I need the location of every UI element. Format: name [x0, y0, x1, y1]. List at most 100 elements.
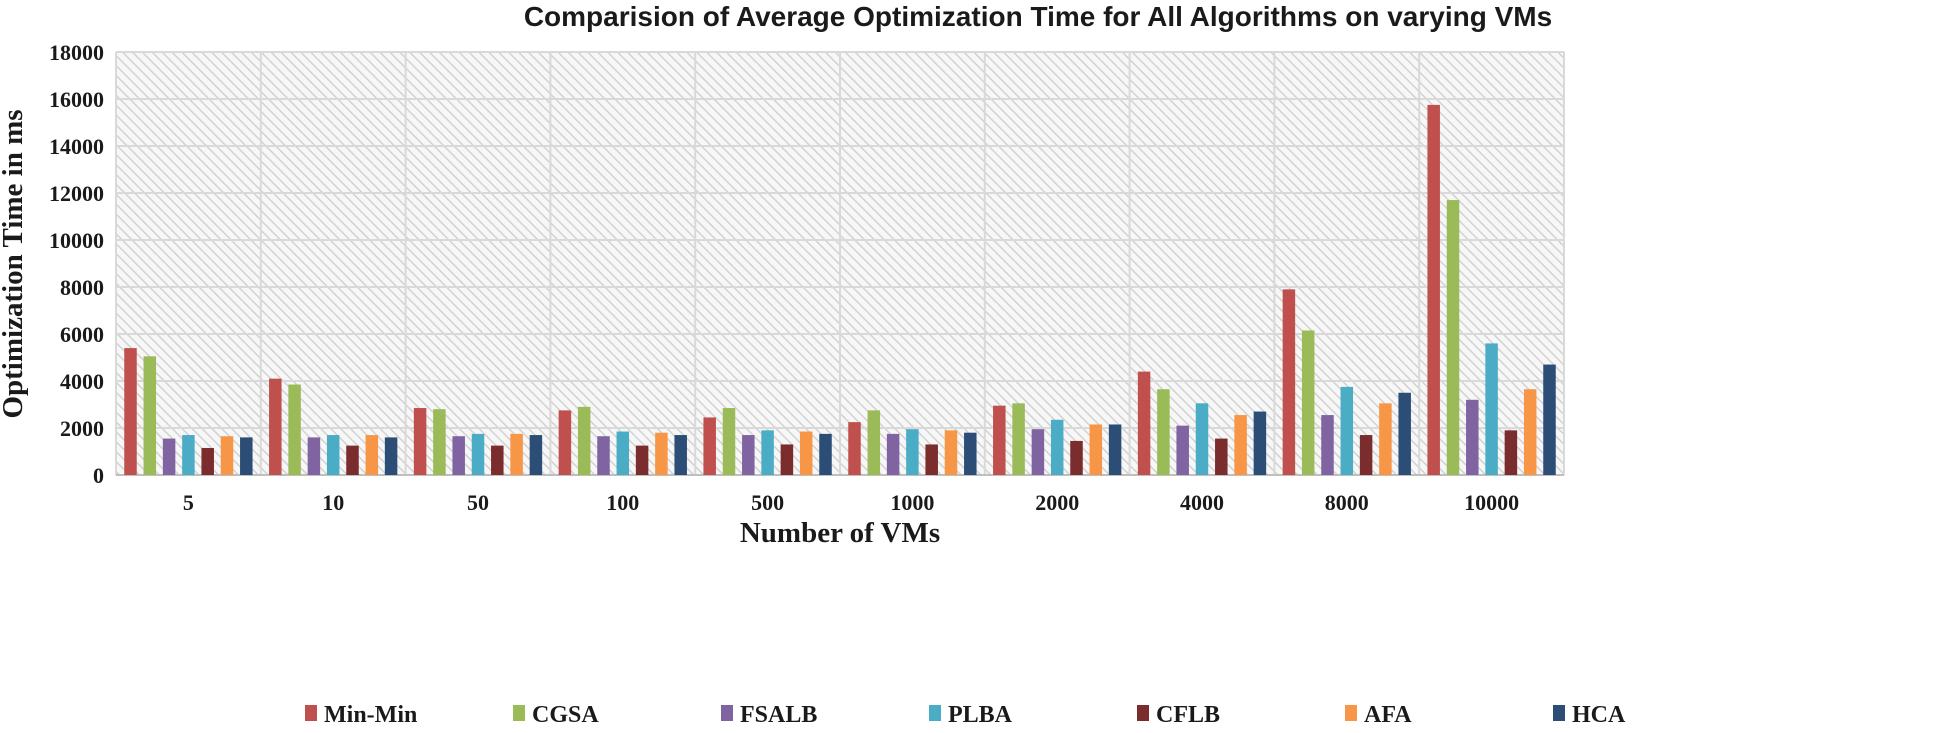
bar-min-min-2000: [993, 405, 1006, 475]
bar-afa-50: [510, 433, 523, 475]
y-axis-ticks: 0 2000 4000 6000 8000 10000 12000 14000 16000 180…: [49, 40, 104, 488]
bar-afa-100: [655, 432, 668, 475]
bar-afa-10000: [1523, 389, 1537, 475]
x-tick-label: 5: [183, 490, 194, 515]
bar-fsalb-10: [307, 437, 321, 475]
bar-min-min-4000: [1137, 371, 1151, 475]
y-tick-label: 0: [93, 463, 104, 488]
bar-cflb-50: [491, 445, 504, 475]
bar-min-min-8000: [1282, 289, 1296, 475]
bar-plba-100: [616, 431, 630, 475]
legend-swatch-cflb: [1137, 705, 1149, 721]
bar-min-min-10: [269, 378, 282, 475]
bar-hca-4000: [1253, 411, 1267, 475]
bar-afa-1000: [944, 430, 958, 475]
bar-plba-5: [182, 435, 195, 475]
bar-cgsa-50: [433, 409, 446, 475]
x-axis-title: Number of VMs: [740, 517, 940, 549]
y-tick-label: 12000: [49, 181, 104, 206]
y-tick-label: 14000: [49, 134, 104, 159]
x-axis-ticks: 5 10 50 100 500 1000 2000 4000 8000 10000: [183, 490, 1519, 515]
bar-cflb-5: [201, 447, 214, 475]
bar-min-min-10000: [1427, 104, 1440, 475]
bar-fsalb-500: [742, 435, 755, 475]
bar-fsalb-5: [162, 438, 176, 475]
bar-cgsa-5: [143, 356, 157, 475]
y-tick-label: 4000: [60, 369, 104, 394]
bar-cflb-10000: [1504, 430, 1518, 475]
chart-title: Comparision of Average Optimization Time…: [524, 1, 1552, 32]
bar-afa-4000: [1234, 415, 1247, 475]
bar-hca-10: [384, 437, 398, 475]
bar-cflb-4000: [1215, 438, 1228, 475]
bar-cflb-8000: [1359, 435, 1373, 475]
bar-fsalb-100: [597, 436, 610, 475]
legend-swatch-afa: [1345, 705, 1357, 721]
bar-plba-4000: [1195, 403, 1209, 475]
grid-lines: [115, 51, 1565, 476]
bar-fsalb-50: [452, 436, 465, 475]
legend-label-cflb: CFLB: [1156, 702, 1220, 728]
y-tick-label: 6000: [60, 322, 104, 347]
y-tick-label: 16000: [49, 87, 104, 112]
bar-fsalb-8000: [1321, 415, 1334, 475]
x-tick-label: 2000: [1035, 490, 1079, 515]
bar-cflb-100: [635, 445, 649, 475]
bar-cflb-500: [780, 444, 794, 475]
x-tick-label: 10000: [1464, 490, 1519, 515]
legend-label-min-min: Min-Min: [324, 702, 417, 728]
bar-cflb-1000: [925, 444, 938, 475]
y-axis-title: Optimization Time in ms: [0, 109, 29, 418]
bar-afa-2000: [1089, 424, 1103, 475]
bar-cgsa-10000: [1446, 200, 1460, 476]
x-tick-label: 10: [322, 490, 344, 515]
y-tick-label: 10000: [49, 228, 104, 253]
bar-hca-500: [819, 433, 832, 475]
bar-afa-500: [799, 431, 813, 475]
bar-afa-10: [365, 435, 379, 475]
bar-hca-50: [529, 435, 543, 475]
bar-min-min-500: [703, 417, 716, 475]
y-tick-label: 2000: [60, 416, 104, 441]
bar-plba-50: [471, 433, 485, 475]
legend-swatch-fsalb: [721, 705, 733, 721]
bar-fsalb-2000: [1031, 429, 1045, 475]
legend-label-afa: AFA: [1364, 702, 1412, 728]
legend-swatch-min-min: [305, 705, 317, 721]
bar-cgsa-8000: [1301, 330, 1315, 475]
legend-label-fsalb: FSALB: [740, 702, 817, 728]
x-tick-label: 1000: [890, 490, 934, 515]
bar-hca-1000: [964, 432, 977, 475]
bars: [124, 104, 1556, 476]
bar-fsalb-1000: [886, 433, 900, 475]
legend-swatch-hca: [1553, 705, 1565, 721]
bar-cgsa-2000: [1012, 403, 1025, 475]
y-tick-label: 18000: [49, 40, 104, 65]
bar-plba-10: [326, 435, 340, 475]
bar-cflb-10: [346, 445, 359, 475]
x-tick-label: 4000: [1180, 490, 1224, 515]
legend-label-hca: HCA: [1572, 702, 1626, 728]
bar-min-min-1000: [848, 422, 861, 475]
legend-swatch-cgsa: [513, 705, 525, 721]
legend-swatch-plba: [929, 705, 941, 721]
bar-cgsa-10: [288, 384, 301, 475]
bar-plba-8000: [1340, 386, 1354, 475]
bar-fsalb-10000: [1466, 399, 1479, 475]
x-tick-label: 50: [467, 490, 489, 515]
bar-hca-8000: [1398, 392, 1411, 475]
bar-min-min-50: [413, 408, 427, 475]
bar-hca-2000: [1108, 424, 1122, 475]
bar-plba-10000: [1485, 343, 1498, 475]
bar-hca-10000: [1543, 364, 1556, 475]
bar-plba-500: [761, 430, 774, 475]
bar-plba-2000: [1050, 419, 1064, 475]
legend-label-plba: PLBA: [948, 702, 1013, 728]
bar-hca-5: [240, 437, 253, 475]
bar-plba-1000: [906, 429, 919, 475]
bar-cgsa-1000: [867, 410, 881, 475]
x-tick-label: 500: [751, 490, 784, 515]
bar-cgsa-4000: [1157, 389, 1170, 475]
